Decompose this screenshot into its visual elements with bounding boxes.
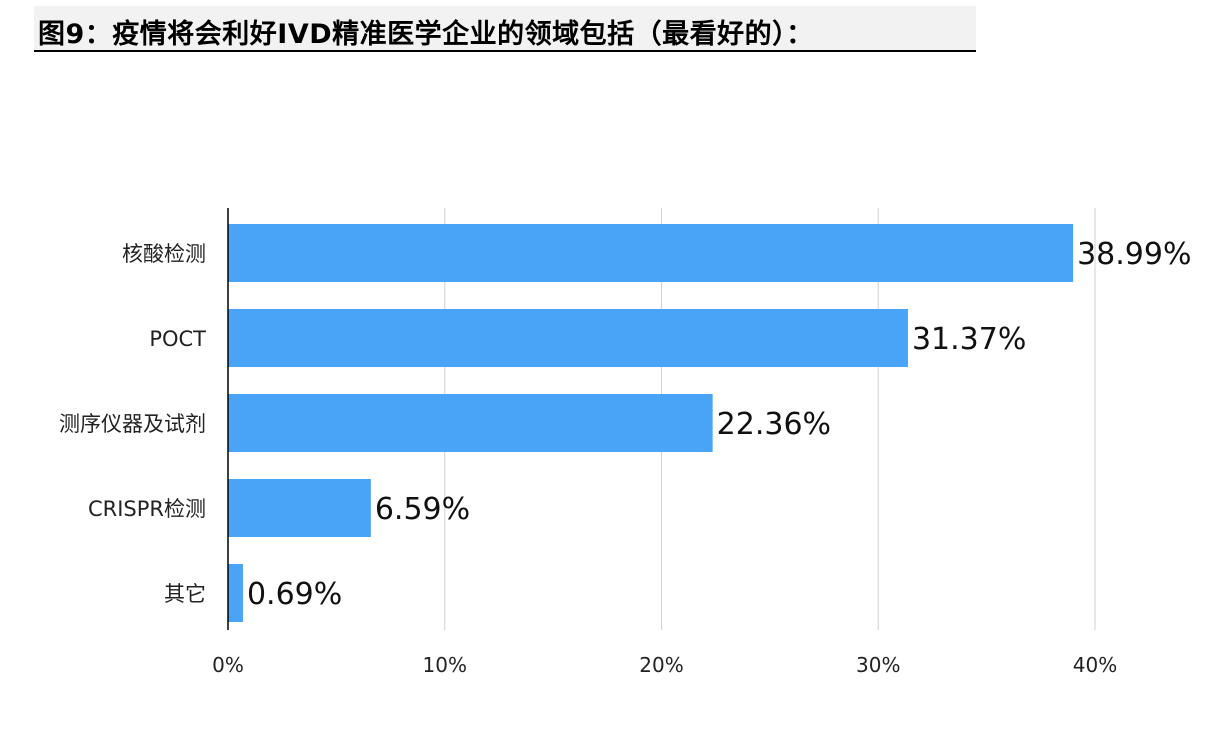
category-label: 其它 — [164, 582, 206, 606]
category-label: 测序仪器及试剂 — [59, 412, 206, 436]
category-label: CRISPR检测 — [88, 497, 206, 521]
bar — [228, 479, 371, 537]
x-tick-label: 0% — [212, 653, 244, 677]
data-label: 31.37% — [912, 322, 1026, 357]
x-tick-label: 30% — [856, 653, 900, 677]
bar — [228, 224, 1074, 282]
bar — [228, 394, 713, 452]
chart-title-bar: 图9：疫情将会利好IVD精准医学企业的领域包括（最看好的）： — [34, 6, 976, 52]
bar — [228, 309, 908, 367]
data-label: 0.69% — [247, 577, 342, 612]
bar — [228, 564, 243, 622]
x-tick-label: 40% — [1073, 653, 1117, 677]
x-tick-label: 20% — [639, 653, 683, 677]
chart-title: 图9：疫情将会利好IVD精准医学企业的领域包括（最看好的）： — [38, 19, 814, 50]
category-label: POCT — [149, 327, 206, 351]
x-tick-label: 10% — [423, 653, 467, 677]
data-label: 38.99% — [1077, 237, 1191, 272]
data-label: 6.59% — [375, 492, 470, 527]
data-label: 22.36% — [717, 407, 831, 442]
category-label: 核酸检测 — [122, 242, 206, 266]
